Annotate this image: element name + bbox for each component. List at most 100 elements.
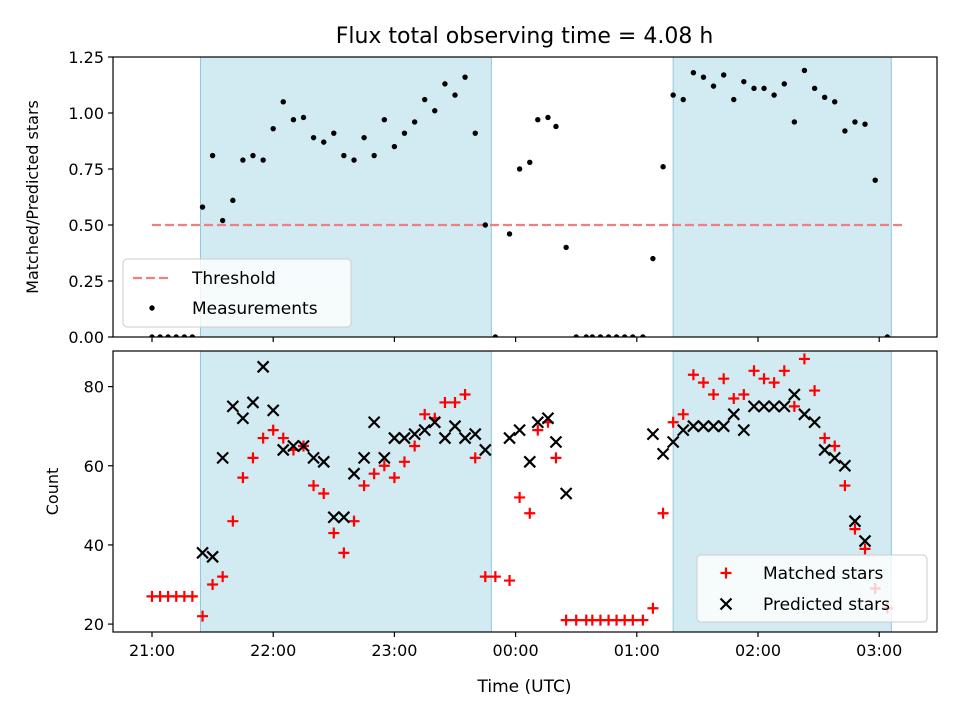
- data-point: [351, 157, 357, 163]
- data-point: [452, 92, 458, 98]
- data-point: [667, 416, 679, 428]
- data-point: [381, 117, 388, 123]
- data-point: [308, 480, 320, 492]
- axes-frame: [112, 56, 938, 338]
- data-point: [829, 440, 841, 452]
- data-point: [207, 579, 219, 591]
- data-point: [418, 423, 431, 437]
- data-point: [408, 427, 421, 441]
- data-point: [347, 467, 361, 480]
- data-point: [411, 119, 418, 125]
- data-point: [660, 164, 666, 170]
- data-point: [367, 415, 381, 429]
- data-point: [419, 408, 431, 420]
- data-point: [832, 99, 838, 105]
- x-tick-label: 22:00: [250, 641, 296, 660]
- data-point: [819, 432, 831, 444]
- data-point: [640, 334, 646, 337]
- data-point: [531, 415, 545, 429]
- data-point: [438, 431, 452, 445]
- data-point: [687, 419, 700, 433]
- data-point: [458, 431, 472, 445]
- data-point: [246, 396, 260, 409]
- data-point: [479, 571, 491, 583]
- data-point: [186, 590, 198, 602]
- data-point: [656, 447, 670, 461]
- data-point: [523, 455, 537, 469]
- data-point: [189, 334, 196, 337]
- x-tick-label: 21:00: [129, 641, 175, 660]
- data-point: [621, 334, 628, 337]
- data-point: [378, 451, 391, 465]
- data-point: [862, 121, 868, 127]
- data-point: [553, 123, 559, 130]
- data-point: [778, 365, 790, 377]
- data-point: [237, 472, 249, 484]
- data-point: [821, 94, 828, 101]
- ratio-panel: 0.00 0.25 0.50 0.75 1.00 1.25 Matched/Predicte…: [23, 48, 938, 347]
- data-point: [432, 108, 438, 114]
- data-point: [708, 389, 720, 401]
- data-point: [697, 377, 709, 389]
- data-point: [852, 119, 858, 125]
- data-point: [570, 614, 582, 626]
- data-point: [761, 85, 767, 92]
- data-point: [839, 480, 851, 492]
- y-tick-label: 0.50: [68, 216, 104, 235]
- data-point: [727, 408, 741, 421]
- data-point: [657, 507, 669, 519]
- legend: Matched stars Predicted stars: [696, 554, 928, 623]
- data-point: [448, 419, 462, 433]
- data-point: [717, 419, 730, 433]
- data-point: [280, 99, 286, 105]
- data-point: [670, 92, 676, 98]
- data-point: [690, 69, 697, 76]
- data-point: [197, 610, 209, 622]
- data-point: [818, 443, 831, 457]
- data-point: [589, 334, 596, 337]
- series-measurements: [149, 67, 891, 337]
- data-point: [409, 440, 421, 452]
- data-point: [535, 117, 541, 123]
- data-point: [270, 125, 276, 132]
- x-tick-label: 03:00: [856, 641, 902, 660]
- data-point: [468, 427, 482, 441]
- legend-swatch: [720, 567, 732, 579]
- count-panel: 20 40 60 80 21:00 22:00 23:00 00:00 01:00 02:00 03…: [43, 350, 938, 660]
- data-point: [666, 435, 680, 449]
- legend-label: Matched stars: [763, 564, 883, 584]
- data-point: [647, 602, 659, 614]
- legend-swatch: [719, 597, 733, 611]
- data-point: [276, 443, 290, 457]
- data-point: [781, 81, 788, 87]
- data-point: [788, 400, 800, 412]
- data-point: [872, 177, 878, 183]
- y-axis-label: Matched/Predicted stars: [23, 100, 42, 294]
- data-point: [338, 547, 350, 559]
- data-point: [630, 334, 636, 337]
- data-point: [573, 334, 579, 337]
- data-point: [290, 117, 297, 123]
- data-point: [482, 222, 488, 228]
- data-point: [549, 435, 563, 449]
- data-point: [741, 78, 747, 85]
- data-point: [751, 85, 757, 92]
- data-point: [771, 92, 777, 98]
- data-point: [331, 130, 337, 136]
- data-point: [428, 415, 442, 429]
- data-point: [401, 130, 408, 136]
- data-point: [217, 571, 229, 583]
- data-point: [318, 487, 330, 499]
- data-point: [250, 152, 256, 159]
- y-tick-label: 1.00: [68, 104, 104, 123]
- data-point: [266, 404, 280, 417]
- data-point: [173, 334, 179, 337]
- data-point: [196, 546, 209, 560]
- data-point: [768, 377, 780, 389]
- data-point: [677, 408, 689, 420]
- data-point: [524, 507, 536, 519]
- data-point: [358, 480, 370, 492]
- data-point: [516, 166, 523, 172]
- data-point: [798, 408, 811, 421]
